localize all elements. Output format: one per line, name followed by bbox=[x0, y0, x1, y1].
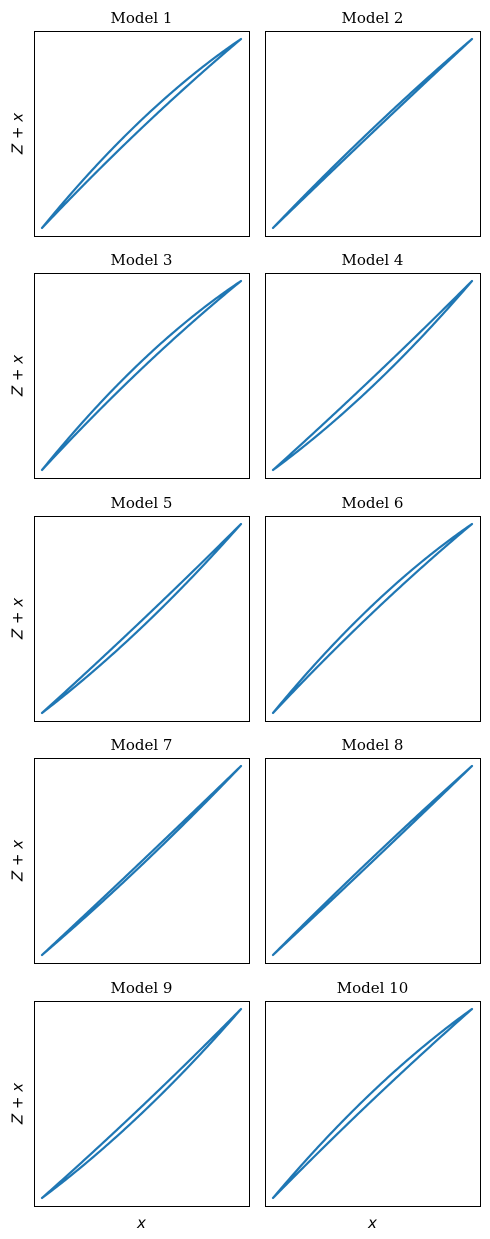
x-axis-label: x bbox=[367, 1214, 377, 1232]
series-line bbox=[40, 279, 243, 472]
subplot-4: Model 4 bbox=[265, 251, 481, 479]
subplot-9: Model 9 Z + x x bbox=[9, 979, 250, 1232]
subplot-10: Model 10 x bbox=[265, 979, 481, 1232]
axes-frame bbox=[265, 1001, 481, 1207]
y-axis-label: Z + x bbox=[9, 598, 27, 640]
subplot-title: Model 10 bbox=[337, 979, 409, 997]
subplot-title: Model 6 bbox=[342, 494, 404, 512]
y-axis-label: Z + x bbox=[9, 113, 27, 155]
series-line bbox=[271, 764, 474, 957]
subplot-6: Model 6 bbox=[265, 494, 481, 722]
subplot-title: Model 8 bbox=[342, 736, 404, 754]
series-line bbox=[40, 1007, 243, 1200]
series-line bbox=[40, 37, 243, 230]
axes-frame bbox=[265, 516, 481, 722]
subplot-title: Model 5 bbox=[111, 494, 173, 512]
subplot-title: Model 2 bbox=[342, 9, 404, 27]
axes-frame bbox=[34, 273, 250, 479]
subplot-2: Model 2 bbox=[265, 9, 481, 237]
y-axis-label: Z + x bbox=[9, 840, 27, 882]
subplot-8: Model 8 bbox=[265, 736, 481, 964]
y-axis-label: Z + x bbox=[9, 1083, 27, 1125]
subplot-3: Model 3 Z + x bbox=[9, 251, 250, 479]
series-line bbox=[271, 279, 474, 472]
subplot-title: Model 3 bbox=[111, 251, 173, 269]
subplot-5: Model 5 Z + x bbox=[9, 494, 250, 722]
x-axis-label: x bbox=[136, 1214, 146, 1232]
y-axis-label: Z + x bbox=[9, 355, 27, 397]
subplot-1: Model 1 Z + x bbox=[9, 9, 250, 237]
series-line bbox=[40, 764, 243, 957]
axes-frame bbox=[34, 31, 250, 237]
subplot-title: Model 7 bbox=[111, 736, 173, 754]
series-line bbox=[40, 522, 243, 715]
subplot-title: Model 9 bbox=[111, 979, 173, 997]
series-line bbox=[271, 522, 474, 715]
subplot-title: Model 1 bbox=[111, 9, 173, 27]
series-line bbox=[271, 1007, 474, 1200]
series-line bbox=[271, 37, 474, 230]
subplot-7: Model 7 Z + x bbox=[9, 736, 250, 964]
subplot-title: Model 4 bbox=[342, 251, 404, 269]
